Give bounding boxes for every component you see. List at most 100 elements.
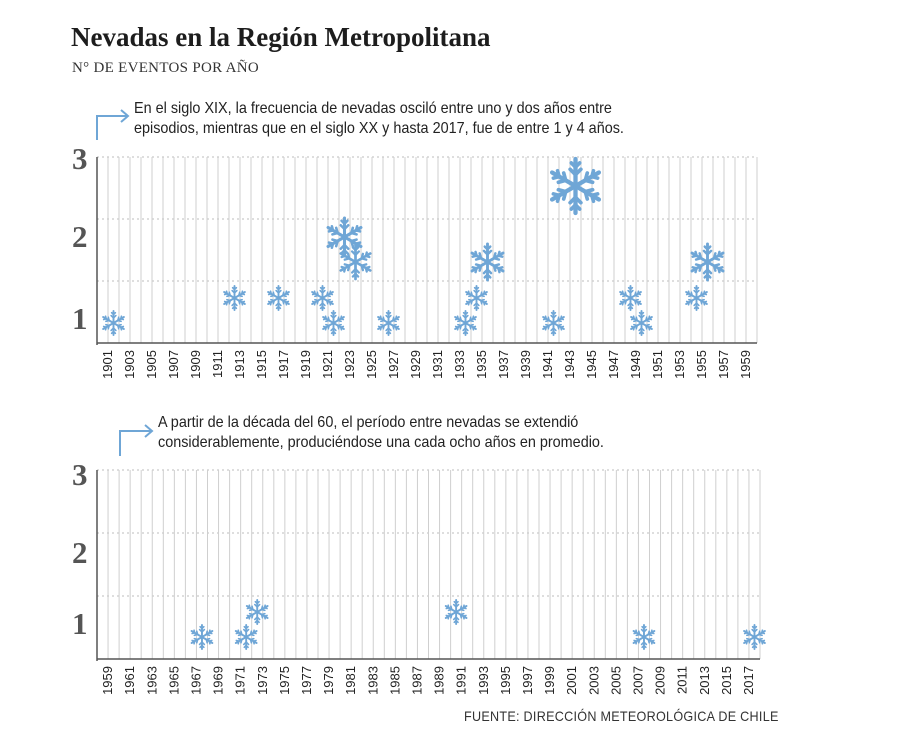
snowflake-icon: [465, 285, 488, 311]
chart-panel-1900s: 1 2 3 1901 1903 1905 1907 1909 1911 1913 1915 1917 1…: [72, 141, 758, 379]
snowflake-icon: [234, 624, 258, 650]
x-tick-label: 1929: [408, 350, 423, 379]
x-tick-label: 1927: [386, 350, 401, 379]
x-tick-label: 1901: [100, 350, 115, 379]
x-tick-label: 1935: [474, 350, 489, 379]
x-tick-label: 1947: [606, 350, 621, 379]
x-tick-label: 1985: [387, 666, 402, 695]
x-tick-label: 1979: [321, 666, 336, 695]
snowflake-icon: [223, 285, 246, 311]
x-tick-label: 1907: [166, 350, 181, 379]
arrow-top-icon: [96, 109, 130, 140]
snowflake-icon: [542, 310, 565, 336]
x-tick-label: 2017: [741, 666, 756, 695]
x-tick-label: 1911: [210, 350, 225, 378]
x-tick-label: 1981: [343, 666, 358, 695]
x-tick-label: 1923: [342, 350, 357, 379]
snowflake-icon: [470, 242, 505, 282]
x-tick-label: 1983: [365, 666, 380, 695]
x-tick-label: 1955: [694, 350, 709, 379]
x-tick-label: 2013: [697, 666, 712, 695]
x-tick-label: 1905: [144, 350, 159, 379]
annotation-bottom-line-1: A partir de la década del 60, el período…: [158, 414, 579, 431]
x-tick-label: 2007: [631, 666, 646, 695]
x-tick-label: 1945: [584, 350, 599, 379]
snowflake-icon: [454, 310, 477, 336]
x-tick-label: 1903: [122, 350, 137, 379]
x-tick-label: 1961: [122, 666, 137, 695]
annotation-top: En el siglo XIX, la frecuencia de nevada…: [134, 99, 624, 139]
chart-subtitle: N° DE EVENTOS POR AÑO: [72, 60, 260, 76]
x-tick-label: 1965: [166, 666, 181, 695]
x-tick-label: 1975: [277, 666, 292, 695]
snowflake-icon: [630, 310, 653, 336]
x-tick-label: 1993: [476, 666, 491, 695]
x-tick-label: 1989: [432, 666, 447, 695]
snowflake-icon: [377, 310, 400, 336]
x-tick-label: 1921: [320, 350, 335, 379]
x-tick-label: 2015: [719, 666, 734, 695]
x-tick-label: 1909: [188, 350, 203, 379]
snowflake-icon: [245, 599, 269, 625]
source-note: FUENTE: DIRECCIÓN METEOROLÓGICA DE CHILE: [464, 708, 779, 724]
y-tick-label: 2: [72, 535, 88, 570]
snowflake-icon: [311, 285, 334, 311]
x-tick-label: 1949: [628, 350, 643, 379]
x-tick-label: 1999: [542, 666, 557, 695]
snowflake-icon: [619, 285, 642, 311]
x-tick-label: 1933: [452, 350, 467, 379]
arrow-bottom-icon: [119, 424, 154, 456]
y-tick-label: 3: [72, 457, 88, 492]
snowflake-icon: [102, 310, 125, 336]
x-tick-label: 1959: [100, 666, 115, 695]
x-tick-label: 1997: [520, 666, 535, 695]
x-tick-label: 1925: [364, 350, 379, 379]
annotation-bottom-line-2: considerablemente, produciéndose una cad…: [158, 434, 604, 451]
snowflake-icon: [549, 156, 602, 216]
snowflake-icon: [190, 624, 214, 650]
chart-panel-1960s: 1 2 3 1959 1961 1963 1965 1967 1969 1971 1973 1975 1…: [72, 457, 766, 695]
snowflake-icon: [444, 599, 468, 625]
x-tick-label: 1969: [211, 666, 226, 695]
x-tick-label: 2011: [675, 666, 690, 694]
x-tick-label: 1919: [298, 350, 313, 379]
annotation-bottom: A partir de la década del 60, el período…: [158, 413, 604, 453]
x-tick-label: 1917: [276, 350, 291, 379]
x-tick-label: 1991: [454, 666, 469, 695]
x-tick-label: 1973: [255, 666, 270, 695]
annotation-top-line-1: En el siglo XIX, la frecuencia de nevada…: [134, 100, 612, 117]
x-tick-label: 2005: [608, 666, 623, 695]
x-tick-label: 1957: [716, 350, 731, 379]
x-tick-label: 1953: [672, 350, 687, 379]
x-tick-label: 1931: [430, 350, 445, 379]
x-tick-label: 1977: [299, 666, 314, 695]
snowflake-icon: [322, 310, 345, 336]
x-tick-label: 2001: [564, 666, 579, 695]
x-tick-label: 1943: [562, 350, 577, 379]
x-tick-label: 1915: [254, 350, 269, 379]
snowflake-icon: [339, 243, 372, 281]
x-tick-label: 1939: [518, 350, 533, 379]
chart-title: Nevadas en la Región Metropolitana: [71, 22, 491, 52]
x-tick-label: 1941: [540, 350, 555, 379]
x-tick-label: 1995: [498, 666, 513, 695]
y-tick-label: 1: [72, 606, 88, 641]
x-tick-label: 1967: [188, 666, 203, 695]
x-tick-label: 1951: [650, 350, 665, 379]
snowflake-icon: [690, 242, 725, 282]
x-tick-label: 1913: [232, 350, 247, 379]
y-tick-label: 2: [72, 219, 88, 254]
x-tick-label: 1959: [738, 350, 753, 379]
y-tick-label: 1: [72, 301, 88, 336]
x-tick-label: 2009: [653, 666, 668, 695]
x-tick-label: 2003: [586, 666, 601, 695]
snowflake-icon: [267, 285, 290, 311]
x-tick-label: 1963: [144, 666, 159, 695]
x-tick-label: 1971: [233, 666, 248, 695]
snowflake-icon: [632, 624, 656, 650]
y-tick-label: 3: [72, 141, 88, 176]
x-tick-label: 1937: [496, 350, 511, 379]
snowflake-icon: [685, 285, 708, 311]
x-tick-label: 1987: [409, 666, 424, 695]
